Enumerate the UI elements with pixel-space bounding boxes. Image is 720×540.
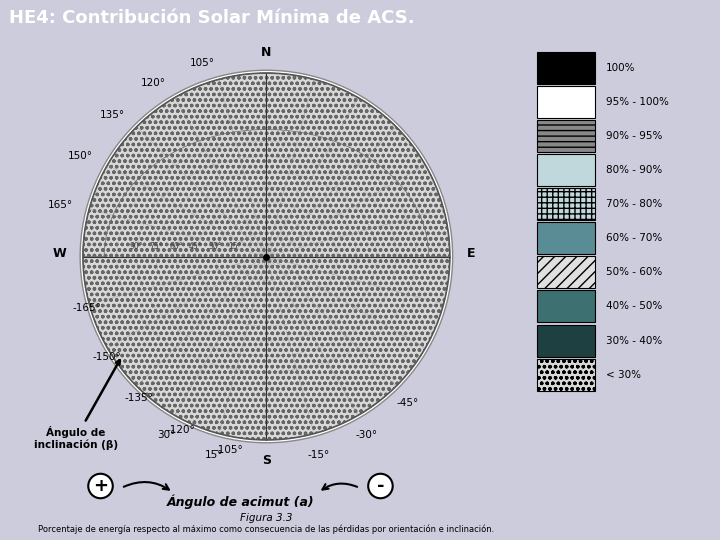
Text: 80% - 90%: 80% - 90% — [606, 165, 662, 175]
Ellipse shape — [83, 73, 450, 440]
Bar — [536, 359, 595, 391]
Text: N: N — [261, 46, 271, 59]
Ellipse shape — [199, 201, 334, 312]
Text: Ángulo de acimut (a): Ángulo de acimut (a) — [166, 495, 315, 509]
Text: 120°: 120° — [141, 78, 166, 88]
Ellipse shape — [125, 146, 408, 367]
Bar — [536, 291, 595, 322]
Text: 75°: 75° — [150, 242, 163, 251]
Bar — [536, 120, 595, 152]
Text: 105°: 105° — [189, 58, 215, 68]
Text: 60% - 70%: 60% - 70% — [606, 233, 662, 243]
Ellipse shape — [145, 162, 388, 351]
Text: Porcentaje de energía respecto al máximo como consecuencia de las pérdidas por o: Porcentaje de energía respecto al máximo… — [38, 525, 495, 534]
Text: 95% - 100%: 95% - 100% — [606, 97, 669, 107]
Text: Figura 3.3: Figura 3.3 — [240, 513, 292, 523]
Text: 100%: 100% — [606, 63, 636, 72]
Text: 15°: 15° — [229, 242, 242, 251]
Ellipse shape — [181, 189, 351, 324]
Bar — [536, 256, 595, 288]
Text: 45°: 45° — [189, 242, 202, 251]
Text: 15°: 15° — [205, 450, 224, 460]
Bar — [536, 325, 595, 356]
Text: 90°: 90° — [130, 242, 143, 251]
Text: -: - — [377, 477, 384, 495]
Text: 30°: 30° — [209, 242, 222, 251]
Text: 165°: 165° — [48, 200, 73, 210]
Text: 30% - 40%: 30% - 40% — [606, 335, 662, 346]
Text: -165°: -165° — [73, 303, 102, 313]
Text: S: S — [262, 454, 271, 467]
Text: 150°: 150° — [68, 151, 93, 161]
Bar — [536, 188, 595, 220]
Text: 70% - 80%: 70% - 80% — [606, 199, 662, 209]
Text: -45°: -45° — [397, 398, 419, 408]
Text: 30°: 30° — [157, 430, 176, 440]
Polygon shape — [83, 73, 450, 256]
Bar — [536, 52, 595, 84]
Text: -150°: -150° — [93, 352, 122, 362]
Text: +: + — [93, 477, 108, 495]
Bar — [536, 154, 595, 186]
Ellipse shape — [215, 214, 318, 299]
Text: < 30%: < 30% — [606, 370, 642, 380]
Text: W: W — [53, 247, 66, 260]
Bar — [536, 222, 595, 254]
Ellipse shape — [163, 176, 369, 337]
Ellipse shape — [80, 70, 453, 443]
Text: E: E — [467, 247, 475, 260]
Ellipse shape — [104, 130, 428, 383]
Text: -120°: -120° — [166, 425, 195, 435]
Ellipse shape — [233, 228, 300, 285]
Text: -30°: -30° — [356, 430, 378, 440]
Text: -105°: -105° — [215, 445, 243, 455]
Text: -15°: -15° — [307, 450, 329, 460]
Text: 60°: 60° — [169, 242, 183, 251]
Bar — [536, 86, 595, 118]
Text: 50% - 60%: 50% - 60% — [606, 267, 662, 278]
Text: HE4: Contribución Solar Mínima de ACS.: HE4: Contribución Solar Mínima de ACS. — [9, 9, 414, 26]
Ellipse shape — [248, 241, 284, 272]
Text: 90% - 95%: 90% - 95% — [606, 131, 662, 141]
Text: 40% - 50%: 40% - 50% — [606, 301, 662, 312]
Text: 135°: 135° — [99, 110, 125, 120]
Text: -135°: -135° — [125, 393, 153, 403]
Text: Ángulo de
inclinación (β): Ángulo de inclinación (β) — [34, 360, 120, 450]
